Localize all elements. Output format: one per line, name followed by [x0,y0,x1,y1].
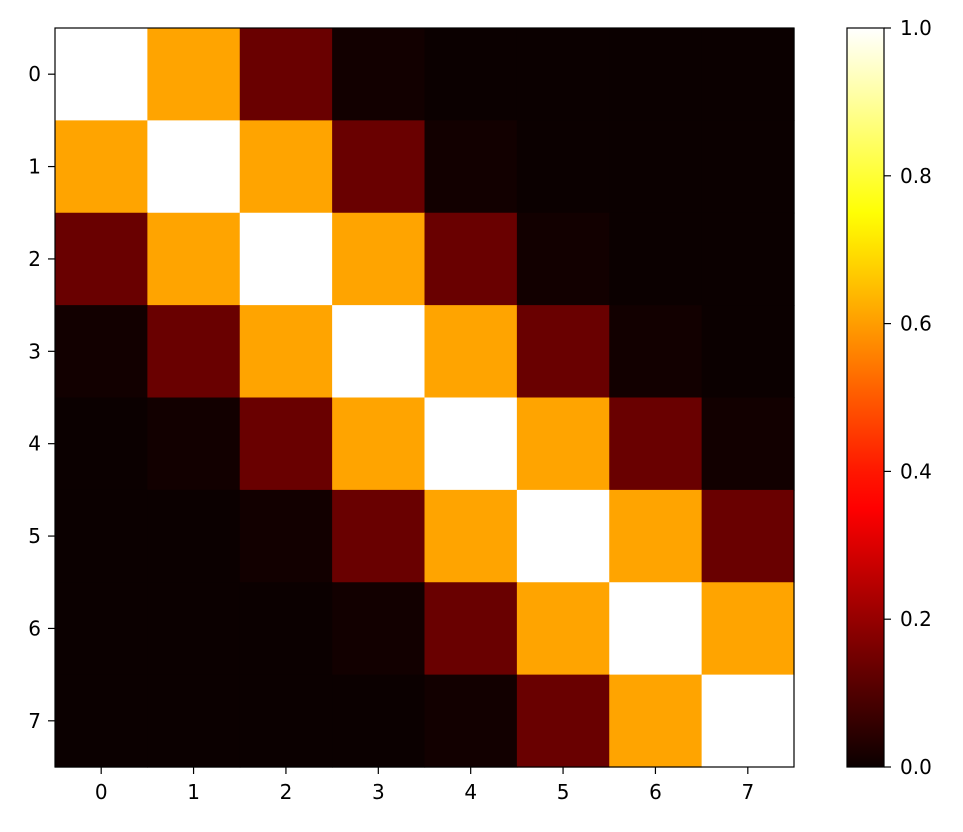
x-tick-label: 2 [280,780,293,804]
heatmap-cell-4-5 [516,397,610,491]
heatmap-cell-7-2 [239,674,333,768]
heatmap-cell-5-2 [239,489,333,583]
colorbar-tick-label: 0.2 [900,607,932,631]
heatmap-cell-2-1 [147,212,241,306]
y-tick-label: 1 [28,155,41,179]
y-tick-label: 2 [28,247,41,271]
heatmap-cell-7-5 [516,674,610,768]
heatmap-cell-3-6 [609,305,703,399]
heatmap-cell-6-5 [516,582,610,676]
heatmap-cell-4-3 [332,397,426,491]
heatmap-cell-1-6 [609,120,703,214]
heatmap-cell-5-6 [609,489,703,583]
heatmap-cell-7-4 [424,674,518,768]
x-tick-label: 7 [741,780,754,804]
heatmap-cell-7-0 [55,674,148,768]
heatmap-cell-2-5 [516,212,610,306]
x-tick-label: 1 [187,780,200,804]
heatmap-cell-3-3 [332,305,426,399]
heatmap-cell-7-1 [147,674,241,768]
colorbar [846,27,885,768]
y-tick-label: 7 [28,709,41,733]
heatmap-cell-1-0 [55,120,148,214]
heatmap-cell-6-3 [332,582,426,676]
heatmap-cell-4-4 [424,397,518,491]
heatmap-cell-1-3 [332,120,426,214]
heatmap-cell-4-7 [701,397,795,491]
heatmap-cell-2-7 [701,212,795,306]
plot-frame [54,27,795,768]
heatmap-cell-1-1 [147,120,241,214]
heatmap-cell-7-3 [332,674,426,768]
heatmap-cell-6-1 [147,582,241,676]
heatmap-cell-1-5 [516,120,610,214]
heatmap-cell-4-0 [55,397,148,491]
heatmap-cell-0-7 [701,28,795,121]
y-tick-label: 3 [28,339,41,363]
heatmap-cell-2-3 [332,212,426,306]
heatmap-cell-3-5 [516,305,610,399]
heatmap-cell-1-4 [424,120,518,214]
x-tick-label: 0 [95,780,108,804]
heatmap-cell-3-7 [701,305,795,399]
heatmap-cell-6-6 [609,582,703,676]
x-tick-label: 5 [557,780,570,804]
y-tick-label: 0 [28,62,41,86]
heatmap-cell-5-3 [332,489,426,583]
colorbar-tick-label: 0.6 [900,312,932,336]
x-tick-label: 3 [372,780,385,804]
heatmap-cell-0-2 [239,28,333,121]
heatmap-cell-6-0 [55,582,148,676]
heatmap-cell-1-2 [239,120,333,214]
heatmap-cell-5-1 [147,489,241,583]
heatmap-cell-5-4 [424,489,518,583]
heatmap-cell-5-7 [701,489,795,583]
x-tick-label: 6 [649,780,662,804]
heatmap-cell-3-2 [239,305,333,399]
y-tick-label: 5 [28,524,41,548]
heatmap-cell-3-0 [55,305,148,399]
heatmap-cell-5-0 [55,489,148,583]
heatmap-cell-2-0 [55,212,148,306]
heatmap-cell-4-6 [609,397,703,491]
colorbar-tick-label: 0.4 [900,459,932,483]
colorbar-axis: 0.0 0.2 0.4 0.6 0.8 1.0 [884,16,932,779]
y-tick-label: 4 [28,432,41,456]
heatmap-cell-2-2 [239,212,333,306]
heatmap-cell-7-7 [701,674,795,768]
heatmap-cell-3-4 [424,305,518,399]
heatmap-cell-6-7 [701,582,795,676]
x-tick-label: 4 [464,780,477,804]
heatmap-cell-0-5 [516,28,610,121]
heatmap-cell-4-2 [239,397,333,491]
heatmap-cell-4-1 [147,397,241,491]
colorbar-tick-label: 0.8 [900,164,932,188]
heatmap-cell-3-1 [147,305,241,399]
heatmap-cells [55,28,795,768]
heatmap-cell-6-2 [239,582,333,676]
heatmap-cell-2-4 [424,212,518,306]
heatmap-cell-5-5 [516,489,610,583]
heatmap-cell-0-0 [55,28,148,121]
y-axis: 0 1 2 3 4 5 6 7 [28,62,55,733]
heatmap-cell-0-6 [609,28,703,121]
heatmap-cell-2-6 [609,212,703,306]
y-tick-label: 6 [28,616,41,640]
x-axis: 0 1 2 3 4 5 6 7 [95,767,754,804]
heatmap-cell-1-7 [701,120,795,214]
heatmap-cell-0-3 [332,28,426,121]
heatmap-cell-0-4 [424,28,518,121]
heatmap-cell-7-6 [609,674,703,768]
colorbar-tick-label: 0.0 [900,755,932,779]
heatmap-cell-0-1 [147,28,241,121]
colorbar-tick-label: 1.0 [900,16,932,40]
heatmap-cell-6-4 [424,582,518,676]
